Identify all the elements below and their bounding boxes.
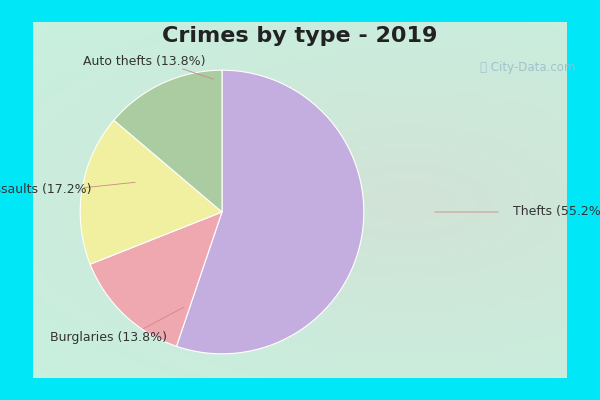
Wedge shape (176, 70, 364, 354)
Wedge shape (80, 120, 222, 264)
Text: Burglaries (13.8%): Burglaries (13.8%) (49, 332, 167, 344)
Wedge shape (114, 70, 222, 212)
Text: Crimes by type - 2019: Crimes by type - 2019 (163, 26, 437, 46)
Text: ⓘ City-Data.com: ⓘ City-Data.com (481, 62, 575, 74)
Text: Assaults (17.2%): Assaults (17.2%) (0, 184, 92, 196)
Text: Thefts (55.2%): Thefts (55.2%) (513, 206, 600, 218)
Wedge shape (90, 212, 222, 346)
Text: Auto thefts (13.8%): Auto thefts (13.8%) (83, 56, 205, 68)
